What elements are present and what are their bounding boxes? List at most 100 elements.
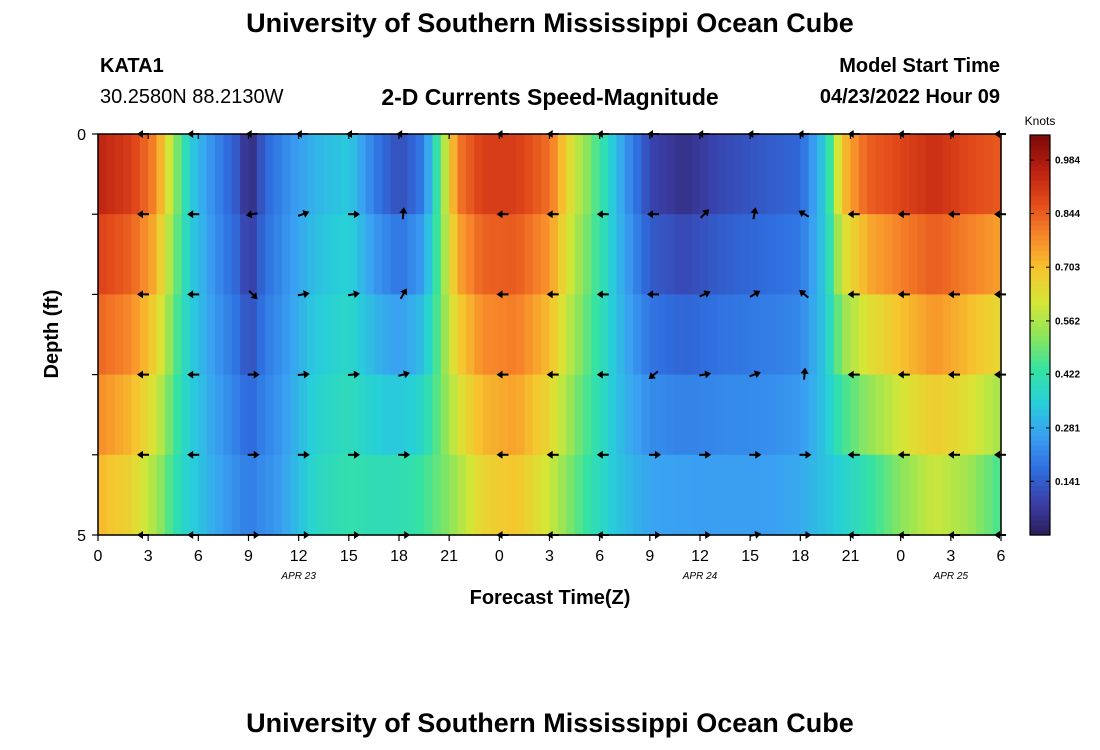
heatmap-cell xyxy=(106,374,116,456)
heatmap-cell xyxy=(332,294,342,376)
heatmap-cell xyxy=(649,374,659,456)
heatmap-cell xyxy=(959,374,969,456)
heatmap-cell xyxy=(332,454,342,536)
heatmap-cell xyxy=(783,294,793,376)
heatmap-cell xyxy=(658,374,668,456)
heatmap-cell xyxy=(557,454,567,536)
heatmap-cell xyxy=(223,134,233,215)
heatmap-cell xyxy=(950,454,960,536)
current-vector xyxy=(596,210,609,219)
heatmap-cell xyxy=(449,454,459,536)
heatmap-cell xyxy=(842,294,852,376)
heatmap-cell xyxy=(223,454,233,536)
heatmap-cell xyxy=(382,134,392,215)
heatmap-cell xyxy=(950,134,960,215)
heatmap-cell xyxy=(624,294,634,376)
heatmap-cell xyxy=(766,294,776,376)
heatmap-cell xyxy=(633,214,643,295)
heatmap-cell xyxy=(950,214,960,295)
current-vector xyxy=(897,450,910,459)
y-tick-label: 5 xyxy=(77,528,86,545)
current-vector xyxy=(799,450,812,459)
heatmap-cell xyxy=(507,134,517,215)
heatmap-cell xyxy=(599,214,609,295)
heatmap-cell xyxy=(858,374,868,456)
heatmap-cell xyxy=(189,214,199,295)
heatmap-cell xyxy=(181,454,191,536)
heatmap-cell xyxy=(741,454,751,536)
heatmap-cell xyxy=(365,374,375,456)
heatmap-cell xyxy=(148,294,158,376)
heatmap-cell xyxy=(591,374,601,456)
heatmap-cell xyxy=(323,454,333,536)
heatmap-cell xyxy=(850,454,860,536)
heatmap-cell xyxy=(499,214,509,295)
heatmap-cell xyxy=(875,374,885,456)
current-vector xyxy=(799,289,809,299)
heatmap-cell xyxy=(340,214,350,295)
heatmap-cell xyxy=(399,454,408,536)
heatmap-cell xyxy=(883,374,893,456)
heatmap-cell xyxy=(432,374,442,456)
heatmap-cell xyxy=(900,454,910,536)
heatmap-cell xyxy=(649,294,659,376)
heatmap-cell xyxy=(875,214,885,295)
heatmap-cell xyxy=(407,374,417,456)
heatmap-cell xyxy=(532,134,542,215)
heatmap-cell xyxy=(633,134,643,215)
heatmap-cell xyxy=(649,134,659,215)
current-vector xyxy=(187,370,200,379)
heatmap-cell xyxy=(474,214,484,295)
heatmap-cell xyxy=(549,374,559,456)
colorbar-segment xyxy=(1030,245,1050,251)
current-vector xyxy=(750,207,759,220)
heatmap-cell xyxy=(750,214,760,295)
heatmap-cell xyxy=(432,294,442,376)
heatmap-cell xyxy=(842,134,852,215)
x-tick-label: 6 xyxy=(595,548,604,565)
colorbar-segment xyxy=(1030,410,1050,416)
colorbar-frame xyxy=(1029,134,1051,536)
colorbar-segment xyxy=(1030,465,1050,471)
current-vector xyxy=(749,450,762,459)
heatmap-cell xyxy=(465,134,475,215)
colorbar-segment xyxy=(1030,470,1050,476)
heatmap-cell xyxy=(725,294,735,376)
colorbar-segment xyxy=(1030,270,1050,276)
heatmap-cell xyxy=(833,214,843,295)
heatmap-cell xyxy=(674,134,684,215)
heatmap-cell xyxy=(858,214,868,295)
heatmap-cell xyxy=(474,134,484,215)
heatmap-cell xyxy=(490,134,500,215)
heatmap-cell xyxy=(967,134,977,215)
heatmap-cell xyxy=(925,454,935,536)
heatmap-cell xyxy=(741,294,751,376)
heatmap-cell xyxy=(549,454,559,536)
heatmap-cell xyxy=(850,294,860,376)
current-vector xyxy=(699,290,711,298)
colorbar-segment xyxy=(1030,155,1050,161)
heatmap-cell xyxy=(833,294,843,376)
heatmap-cell xyxy=(808,294,818,376)
heatmap-cell xyxy=(248,214,258,295)
heatmap-cell xyxy=(683,214,693,295)
heatmap-cell xyxy=(708,134,718,215)
heatmap-cell xyxy=(273,294,283,376)
heatmap-cell xyxy=(440,294,450,376)
heatmap-cell xyxy=(909,294,918,376)
heatmap-cell xyxy=(365,454,375,536)
heatmap-cell xyxy=(382,294,392,376)
heatmap-cell xyxy=(566,374,576,456)
heatmap-cell xyxy=(281,454,291,536)
heatmap-cell xyxy=(541,294,551,376)
heatmap-cell xyxy=(156,214,166,295)
heatmap-cell xyxy=(967,214,977,295)
heatmap-cell xyxy=(198,374,208,456)
current-vector xyxy=(187,450,200,459)
heatmap-cell xyxy=(733,454,743,536)
heatmap-cell xyxy=(541,374,551,456)
heatmap-cell xyxy=(357,214,367,295)
heatmap-cell xyxy=(156,374,166,456)
heatmap-cell xyxy=(215,294,225,376)
